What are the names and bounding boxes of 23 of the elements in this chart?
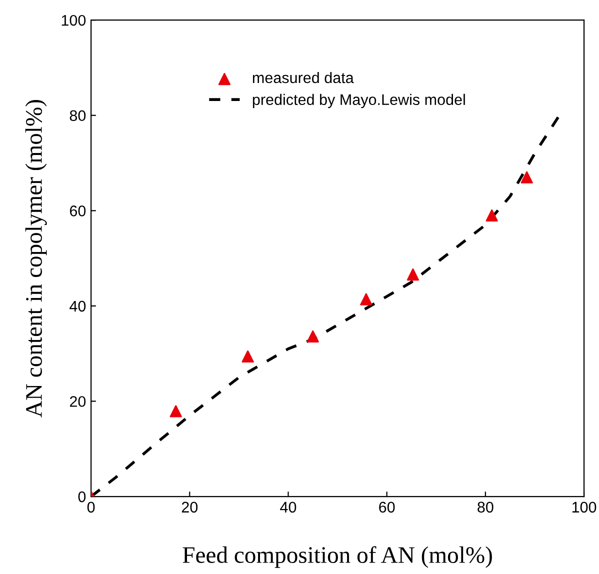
y-axis-title: AN content in copolymer (mol%) (25, 100, 47, 418)
point (306, 330, 319, 343)
legend-label: measured data (252, 72, 354, 84)
point (406, 268, 420, 281)
point (520, 171, 533, 184)
point (486, 209, 498, 222)
x-tick-label: 0 (87, 502, 95, 513)
point (170, 405, 182, 418)
point (242, 350, 254, 363)
x-tick-label: 40 (280, 502, 296, 513)
y-tick-label: 20 (70, 396, 86, 407)
y-tick-label: 80 (70, 110, 86, 122)
x-tick-label: 20 (182, 502, 198, 513)
legend-label: predicted by Mayo.Lewis model (252, 94, 465, 108)
x-tick-label: 80 (478, 502, 494, 513)
y-tick-label: 100 (62, 14, 86, 26)
point (360, 293, 372, 306)
x-tick-label: 60 (379, 502, 395, 513)
x-tick-label: 100 (572, 502, 596, 513)
y-tick-label: 60 (70, 206, 86, 216)
y-tick-label: 0 (78, 491, 86, 502)
x-axis-title: Feed composition of AN (mol%) (182, 546, 492, 568)
y-tick-label: 40 (70, 300, 86, 312)
